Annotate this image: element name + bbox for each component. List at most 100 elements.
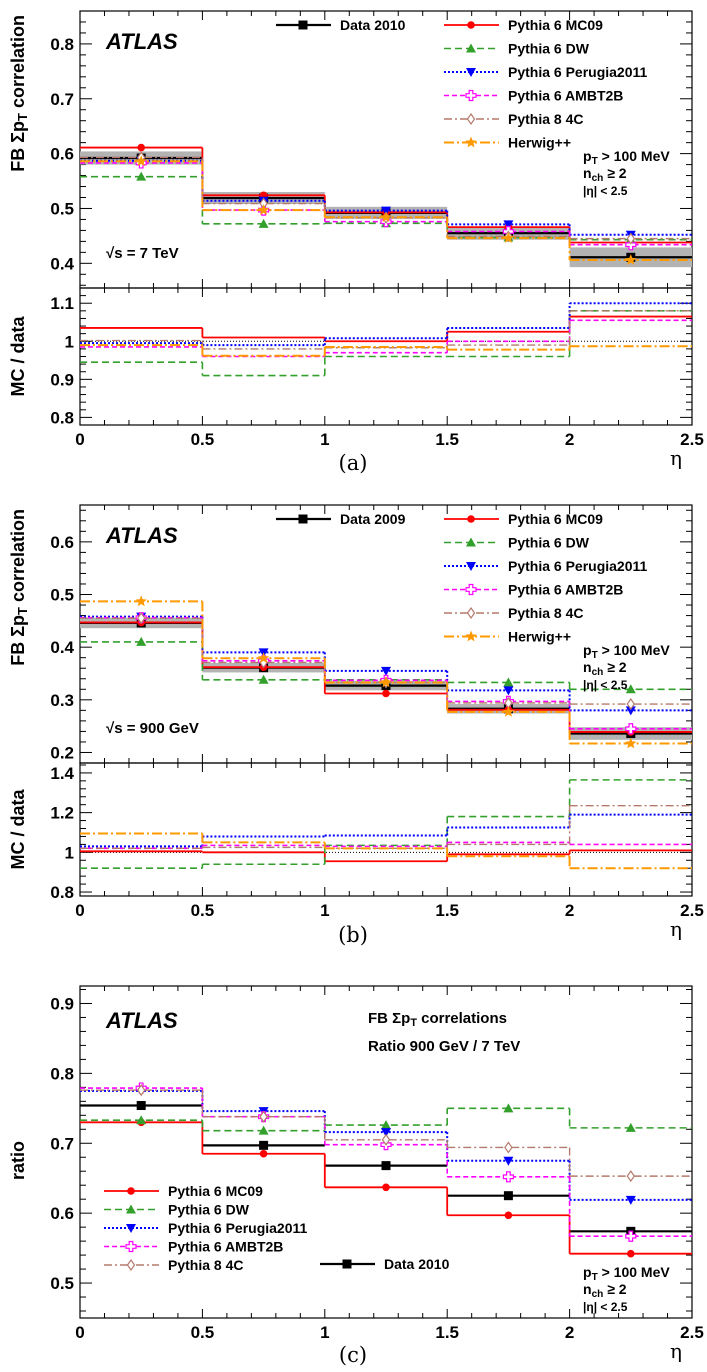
energy-label: √s = 7 TeV (106, 245, 179, 262)
legend-label: Data 2009 (340, 511, 406, 527)
ratio-plot-frame (79, 762, 693, 897)
point-dw (136, 636, 147, 646)
legend-label: Pythia 6 DW (508, 41, 590, 57)
legend-label: Pythia 6 MC09 (168, 1183, 263, 1199)
panel-caption: (a) (339, 451, 368, 475)
x-tick-label: 0.5 (191, 901, 215, 920)
chart-panel-a: 0.4 0.5 0.6 0.7 0.8 0.8 0.9 1 1.1 0 0.5 1 1.5 2 2.5η FB… (8, 10, 704, 475)
y-axis-label: ratio (8, 1141, 28, 1180)
x-axis-label: η (670, 917, 682, 941)
point-herwig (625, 737, 637, 749)
cut-label-2: |η| < 2.5 (583, 184, 628, 198)
data-point (503, 1191, 513, 1201)
x-tick-label: 1.5 (435, 1323, 459, 1342)
legend-label: Herwig++ (508, 135, 571, 151)
cut-label-0: pT > 100 MeV (583, 1264, 670, 1283)
point-mc09 (504, 1211, 513, 1220)
legend-marker (466, 537, 476, 547)
point-p84c (626, 697, 636, 711)
point-dw (381, 1120, 391, 1130)
cut-label-0: pT > 100 MeV (583, 148, 670, 167)
point-p84c (626, 1170, 636, 1183)
chart-panel-c: 0.5 0.6 0.7 0.8 0.9 0 0.5 1 1.5 2 2.5η ratio ATLAS FB… (8, 985, 704, 1367)
chart-subtitle: Ratio 900 GeV / 7 TeV (368, 1038, 520, 1055)
point-perugia (503, 686, 514, 696)
ratio-axis-label: MC / data (8, 789, 28, 870)
y-tick-label: 1.2 (50, 804, 74, 823)
point-mc09 (627, 1249, 635, 1258)
x-tick-label: 1.5 (435, 901, 459, 920)
y-tick-label: 0.8 (50, 883, 74, 902)
legend-label: Pythia 6 DW (508, 535, 590, 551)
y-tick-label: 0.8 (50, 1064, 74, 1083)
point-dw (258, 218, 269, 228)
x-tick-label: 0.5 (191, 430, 215, 449)
x-tick-label: 0.5 (191, 1323, 215, 1342)
y-tick-label: 0.9 (50, 370, 74, 389)
y-axis-label: FB ΣpT correlation (8, 15, 30, 172)
point-herwig (380, 676, 392, 688)
legend-marker (465, 136, 477, 148)
legend-marker (465, 89, 477, 102)
x-axis-label: η (670, 446, 682, 470)
point-ambt2b (502, 1171, 515, 1183)
y-tick-label: 0.5 (50, 1274, 74, 1293)
y-tick-label: 1 (65, 332, 74, 351)
point-dw (258, 674, 269, 684)
y-tick-label: 0.6 (50, 533, 74, 552)
y-axis-label: FB ΣpT correlation (8, 509, 30, 666)
legend-label: Pythia 6 Perugia2011 (168, 1220, 308, 1236)
ratio-plot-frame (79, 985, 693, 1319)
point-p84c (136, 1084, 146, 1097)
point-dw (136, 1115, 147, 1125)
point-mc09 (137, 143, 145, 152)
y-tick-label: 0.9 (50, 994, 74, 1013)
point-p84c (259, 1110, 268, 1123)
point-mc09 (382, 1183, 390, 1192)
panel-caption: (c) (339, 1343, 367, 1367)
legend-marker (467, 515, 475, 523)
point-dw (136, 171, 147, 181)
legend-label: Pythia 6 Perugia2011 (508, 64, 648, 80)
cut-label-1: nch ≥ 2 (583, 659, 627, 678)
legend-marker (466, 68, 476, 77)
y-tick-label: 0.5 (50, 586, 74, 605)
point-herwig (380, 211, 392, 223)
legend-marker (465, 583, 477, 596)
data-point (136, 1101, 146, 1111)
legend-marker (465, 630, 477, 642)
legend-marker (298, 514, 308, 524)
point-dw (503, 1103, 514, 1113)
point-herwig (502, 232, 515, 243)
cut-label-2: |η| < 2.5 (583, 678, 628, 692)
y-tick-label: 0.4 (50, 638, 74, 657)
x-tick-label: 0 (75, 901, 84, 920)
legend-marker (127, 1187, 135, 1195)
point-herwig (625, 254, 637, 265)
energy-label: √s = 900 GeV (106, 720, 199, 737)
legend-label: Pythia 6 AMBT2B (508, 88, 623, 104)
legend-label: Pythia 6 Perugia2011 (508, 558, 648, 574)
x-tick-label: 1.5 (435, 430, 459, 449)
data-point (381, 1161, 391, 1171)
atlas-label: ATLAS (105, 29, 178, 54)
y-tick-label: 0.4 (50, 254, 74, 273)
y-tick-label: 0.5 (50, 199, 74, 218)
legend-marker (126, 1258, 136, 1272)
x-tick-label: 1 (320, 1323, 329, 1342)
point-dw (625, 1122, 636, 1132)
cut-label-2: |η| < 2.5 (583, 1300, 628, 1314)
cut-label-1: nch ≥ 2 (583, 1281, 627, 1300)
point-p84c (136, 612, 146, 625)
point-dw (258, 1125, 269, 1135)
legend-marker (466, 606, 476, 620)
legend-marker (125, 1240, 137, 1253)
atlas-label: ATLAS (105, 1008, 178, 1033)
atlas-label: ATLAS (105, 523, 178, 548)
x-tick-label: 1 (320, 430, 329, 449)
y-tick-label: 0.8 (50, 408, 74, 427)
legend-label: Herwig++ (508, 629, 571, 645)
point-perugia (381, 666, 391, 676)
point-herwig (502, 705, 515, 717)
